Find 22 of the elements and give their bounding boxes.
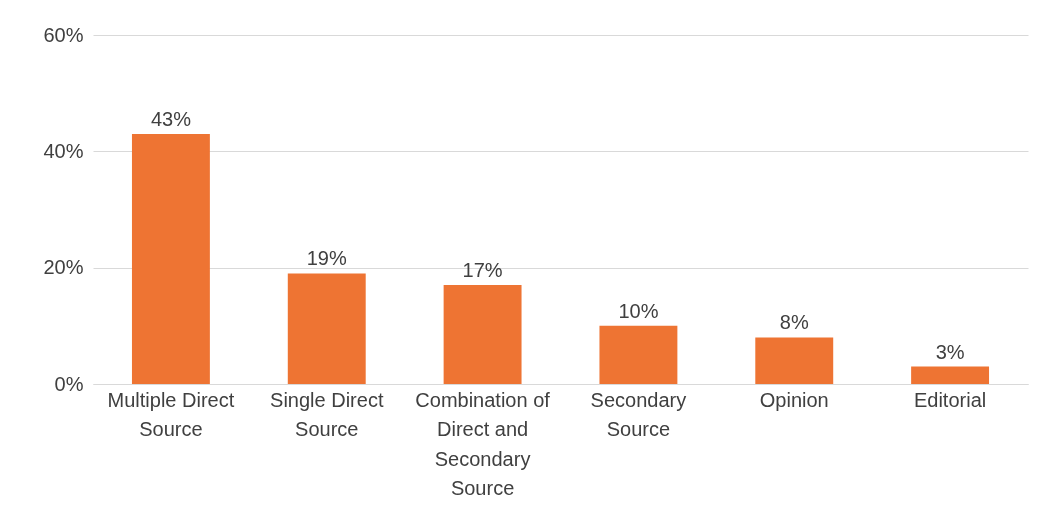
bar [599,325,678,384]
y-tick-label: 60% [43,23,84,46]
bar [755,337,834,384]
x-tick-label: Opinion [759,388,829,411]
data-label: 8% [779,311,809,334]
bar [131,133,210,384]
x-tick-label: Single Direct Source [270,388,384,440]
data-label: 10% [618,299,659,322]
x-tick-label: Secondary Source [590,388,687,440]
bar [443,285,522,384]
data-label: 17% [462,259,503,282]
y-tick-label: 20% [43,256,84,279]
data-label: 43% [150,107,192,130]
x-tick-label: Editorial [913,388,987,411]
data-label: 3% [935,340,965,363]
data-label: 19% [306,247,347,270]
y-tick-label: 40% [43,139,84,162]
bar [911,366,990,384]
x-tick-label: Multiple Direct Source [107,388,235,440]
x-tick-label: Combination of Direct and Secondary Source [415,388,551,499]
bar [287,273,366,384]
y-tick-label: 0% [54,372,84,395]
